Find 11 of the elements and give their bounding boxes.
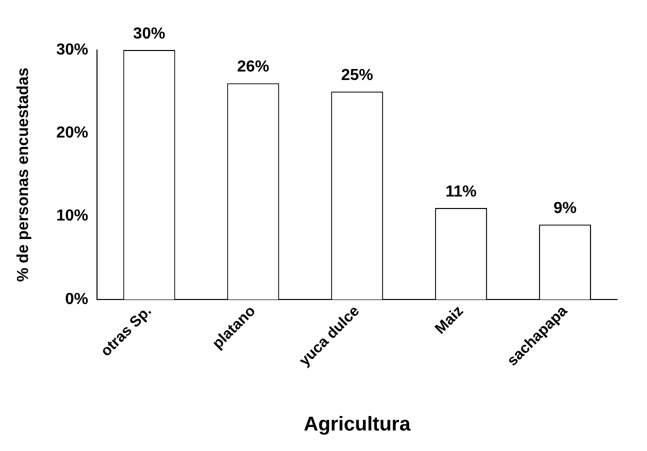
y-axis-title: % de personas encuestadas: [15, 67, 32, 282]
y-tick-label: 20%: [56, 124, 88, 142]
data-label: 30%: [133, 25, 166, 42]
x-axis-title: Agricultura: [304, 414, 412, 436]
data-label: 25%: [341, 66, 374, 84]
y-tick-label: 10%: [56, 208, 88, 225]
data-label: 9%: [553, 200, 577, 218]
y-tick-label: 0%: [65, 290, 88, 308]
y-tick-label: 30%: [56, 41, 88, 58]
data-label: 11%: [445, 183, 477, 200]
data-label: 26%: [237, 58, 270, 76]
